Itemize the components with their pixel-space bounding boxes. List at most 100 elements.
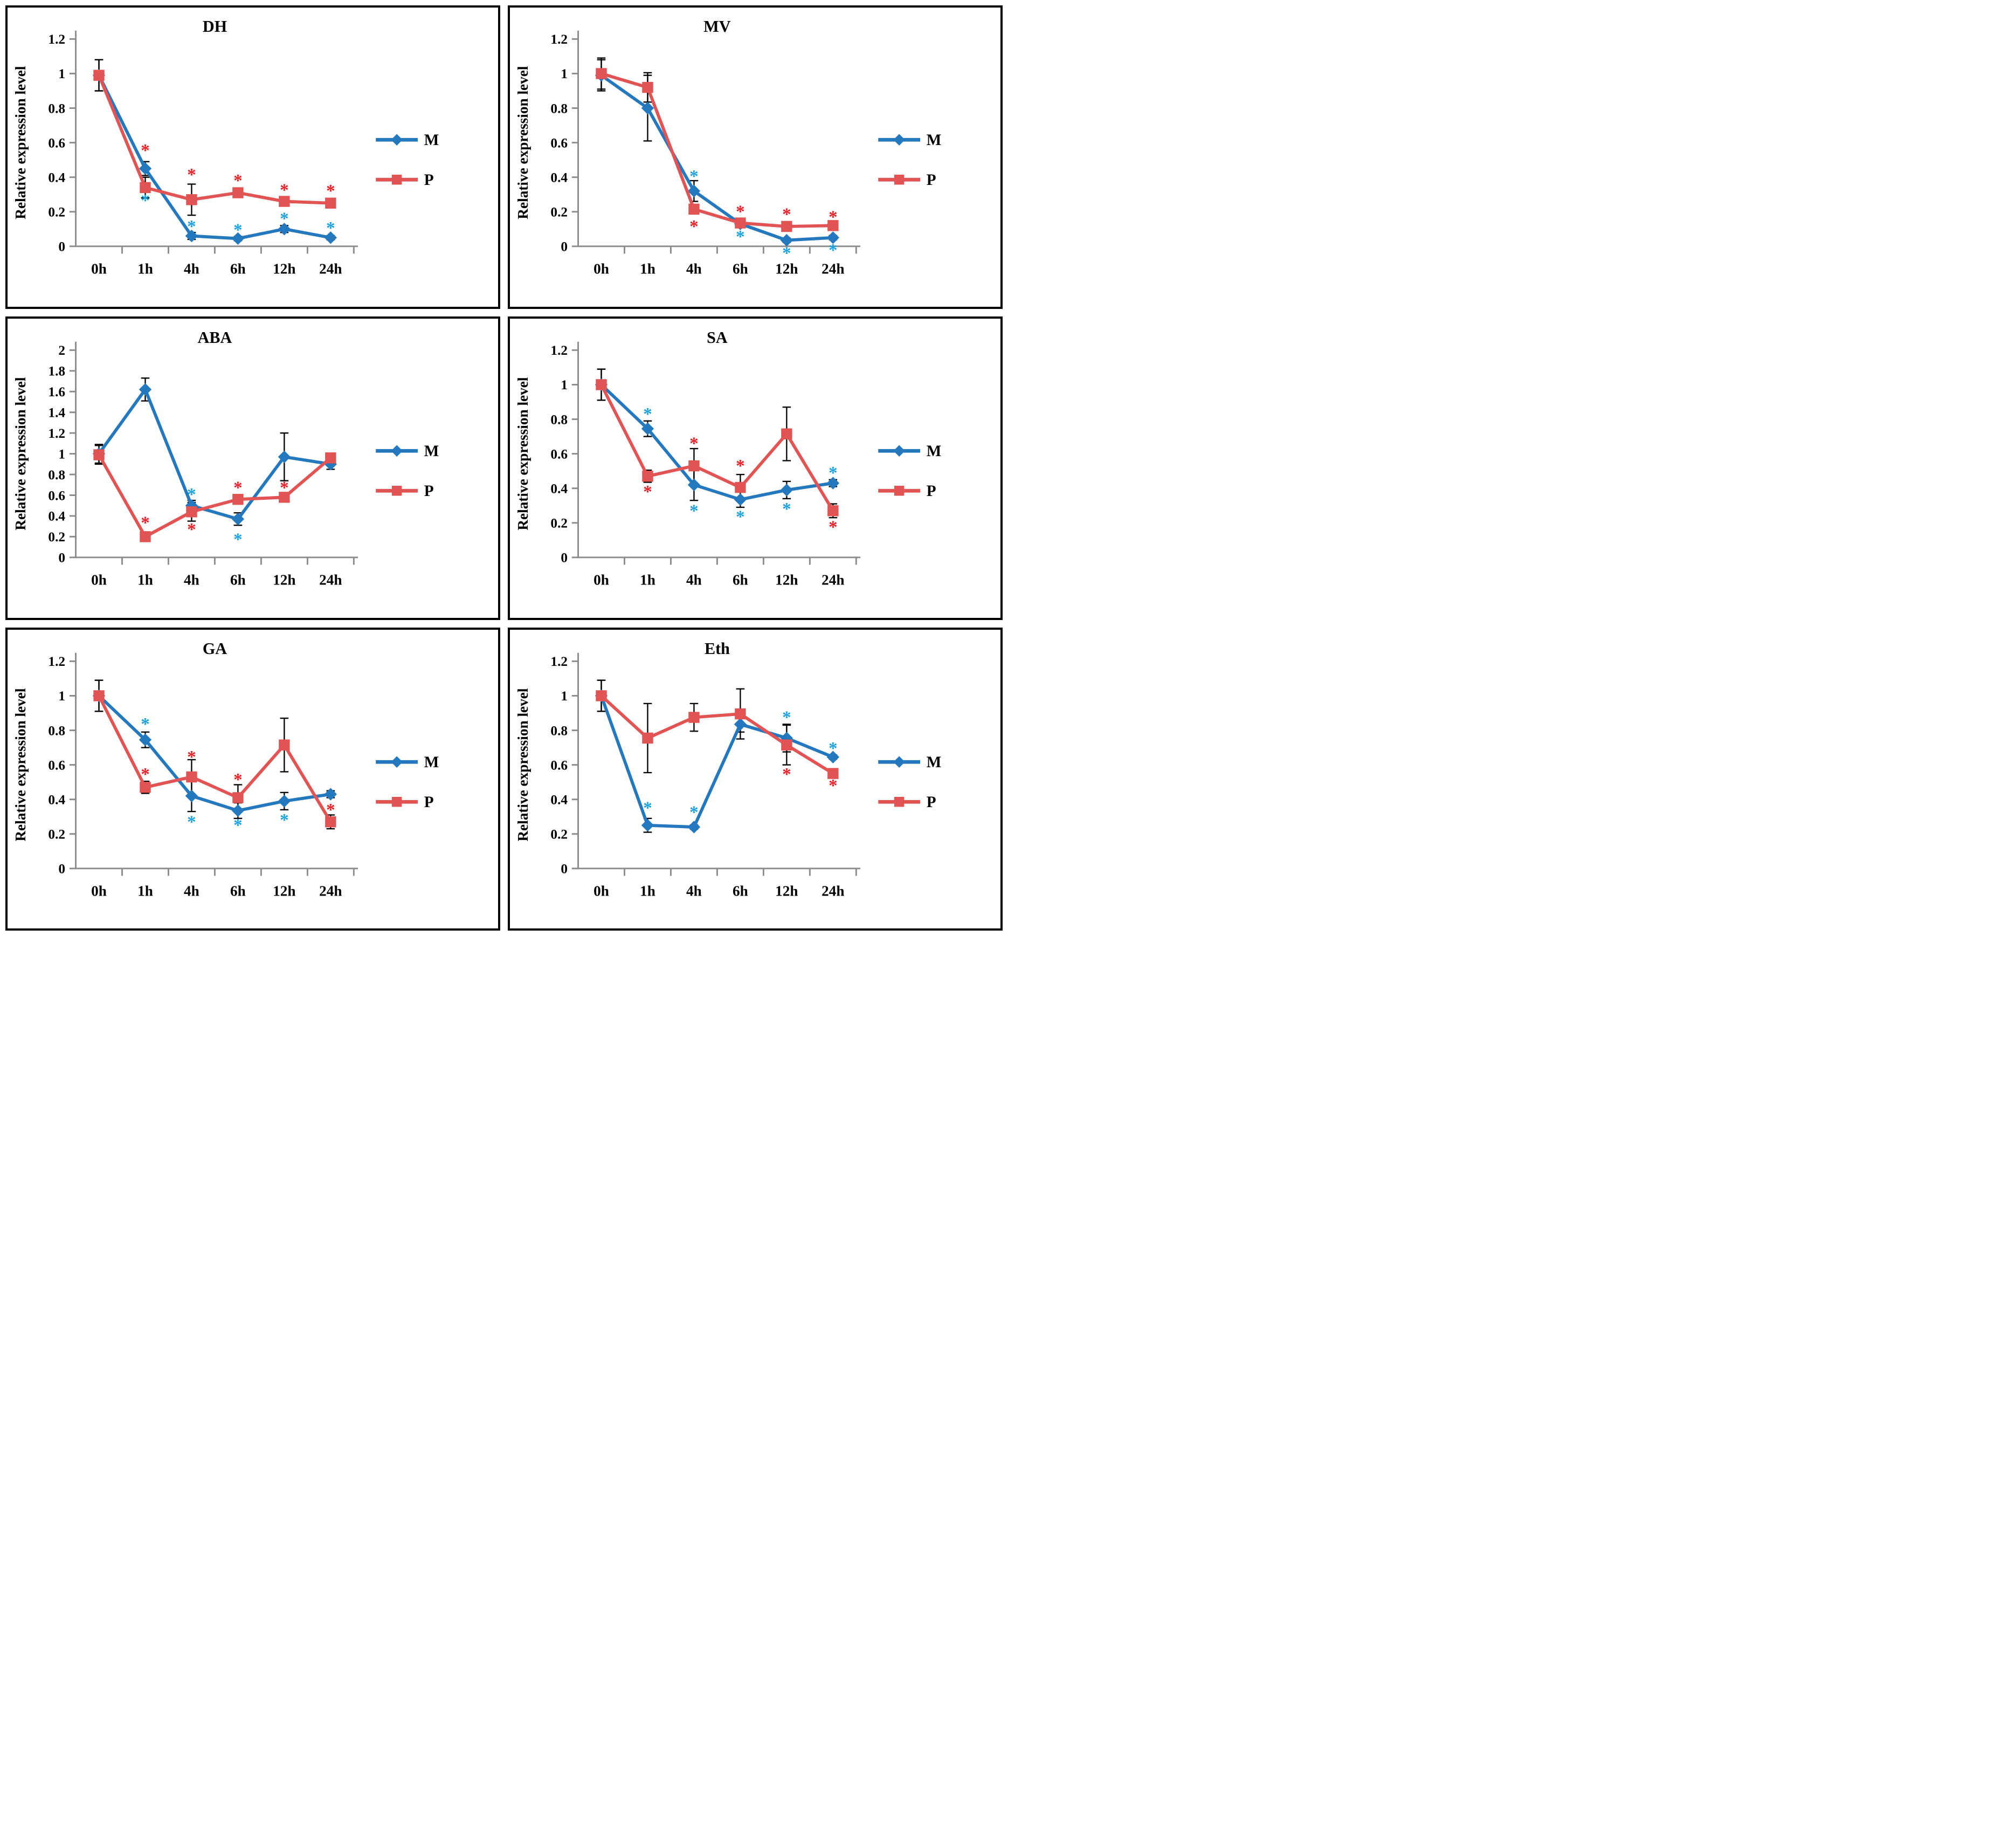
marker-p-square	[642, 81, 653, 93]
marker-p-square	[232, 493, 244, 505]
marker-p-square	[93, 70, 105, 81]
marker-m-diamond	[231, 232, 245, 245]
legend-marker-m	[391, 445, 403, 457]
x-tick-label: 1h	[640, 883, 655, 899]
legend-label-m: M	[927, 443, 942, 460]
x-tick-label: 0h	[91, 260, 107, 277]
x-tick-label: 1h	[640, 260, 655, 277]
significance-star-p: *	[233, 171, 243, 191]
x-tick-label: 12h	[775, 260, 798, 277]
y-tick-label: 2	[58, 343, 65, 358]
panel-dh: 0 0.2 0.4 0.6 0.8 1 1.2 0h 1h 4h 6h 12h 24h DH Relativ…	[5, 5, 500, 309]
marker-m-diamond	[324, 231, 337, 244]
panel-title: ABA	[198, 328, 232, 347]
y-tick-label: 0.4	[48, 792, 65, 807]
y-tick-label: 1.2	[48, 426, 65, 441]
significance-star-m: *	[187, 217, 196, 236]
y-tick-label: 0.6	[550, 446, 568, 462]
y-tick-label: 0.4	[550, 481, 568, 496]
significance-star-p: *	[326, 800, 335, 820]
x-tick-label: 6h	[733, 883, 748, 899]
series-line-p	[97, 453, 333, 539]
y-tick-label: 0.8	[48, 101, 65, 116]
significance-star-m: *	[326, 219, 335, 238]
series-line-m	[97, 73, 333, 240]
significance-star-m: *	[643, 404, 652, 424]
marker-m-diamond	[826, 751, 840, 763]
marker-p-square	[735, 481, 746, 493]
y-tick-label: 0	[58, 239, 65, 254]
x-tick-label: 4h	[184, 260, 199, 277]
marker-p-square	[688, 460, 700, 472]
significance-star-p: *	[643, 482, 652, 501]
y-axis-title: Relative expression level	[12, 688, 29, 841]
legend-label-m: M	[927, 753, 942, 770]
y-tick-label: 0.8	[550, 723, 568, 738]
y-tick-label: 0.6	[550, 758, 568, 773]
x-tick-label: 12h	[273, 260, 295, 277]
marker-p-square	[735, 217, 746, 229]
y-tick-label: 0.6	[48, 135, 65, 150]
y-tick-label: 0	[561, 550, 568, 565]
y-tick-label: 1.6	[48, 384, 65, 400]
chart-sa: 0 0.2 0.4 0.6 0.8 1 1.2 0h 1h 4h 6h 12h 24h SA Relativ…	[515, 328, 942, 588]
x-tick-label: 24h	[319, 572, 342, 588]
x-tick-label: 1h	[640, 572, 655, 588]
y-axis-title: Relative expression level	[515, 377, 531, 530]
significance-star-p: *	[689, 217, 699, 236]
y-tick-label: 1.2	[48, 32, 65, 47]
legend-label-p: P	[927, 793, 936, 810]
x-tick-label: 4h	[686, 883, 702, 899]
panel-mv: 0 0.2 0.4 0.6 0.8 1 1.2 0h 1h 4h 6h 12h 24h MV Relativ…	[508, 5, 1003, 309]
legend-marker-m	[391, 756, 403, 768]
chart-ga: 0 0.2 0.4 0.6 0.8 1 1.2 0h 1h 4h 6h 12h 24h GA Relativ…	[12, 639, 439, 899]
marker-p-square	[735, 708, 746, 719]
x-tick-label: 12h	[273, 883, 295, 899]
marker-p-square	[93, 449, 105, 460]
significance-star-m: *	[643, 798, 652, 818]
x-tick-label: 4h	[184, 883, 199, 899]
legend-marker-m	[893, 756, 905, 768]
marker-p-square	[827, 505, 839, 517]
y-tick-label: 1	[561, 689, 568, 704]
y-tick-label: 1.2	[550, 343, 568, 358]
y-tick-label: 0.8	[550, 412, 568, 427]
x-tick-label: 4h	[184, 572, 199, 588]
legend-label-m: M	[424, 132, 439, 149]
y-tick-label: 0.2	[550, 205, 568, 220]
marker-p-square	[325, 452, 336, 464]
significance-star-m: *	[736, 228, 745, 247]
series-line-p	[599, 383, 835, 512]
y-tick-label: 0.6	[48, 488, 65, 503]
marker-p-square	[781, 428, 792, 439]
x-tick-label: 0h	[593, 572, 609, 588]
marker-m-diamond	[139, 733, 152, 746]
y-tick-label: 0	[58, 550, 65, 565]
significance-star-p: *	[141, 141, 150, 160]
x-tick-label: 12h	[775, 883, 798, 899]
y-tick-label: 0.2	[48, 205, 65, 220]
chart-eth: 0 0.2 0.4 0.6 0.8 1 1.2 0h 1h 4h 6h 12h 24h Eth Relati…	[515, 639, 942, 899]
marker-p-square	[279, 491, 290, 503]
legend-label-p: P	[927, 483, 936, 500]
significance-star-m: *	[829, 739, 838, 758]
marker-p-square	[827, 220, 839, 231]
series-line-p	[599, 694, 835, 775]
legend-marker-p	[391, 174, 402, 185]
significance-star-m: *	[233, 221, 243, 240]
x-tick-label: 1h	[137, 260, 153, 277]
x-tick-label: 12h	[775, 572, 798, 588]
chart-mv: 0 0.2 0.4 0.6 0.8 1 1.2 0h 1h 4h 6h 12h 24h MV Relativ…	[515, 17, 941, 277]
significance-star-p: *	[187, 747, 196, 767]
legend-label-p: P	[927, 171, 936, 189]
series-line-m	[599, 694, 835, 829]
y-tick-label: 0.8	[48, 723, 65, 738]
y-tick-label: 1.4	[48, 405, 65, 420]
marker-p-square	[781, 739, 792, 751]
y-tick-label: 1	[58, 66, 65, 81]
y-tick-label: 0.4	[48, 508, 65, 524]
panel-title: Eth	[705, 639, 730, 657]
legend-marker-m	[391, 134, 403, 146]
legend-marker-p	[391, 796, 402, 807]
significance-star-m: *	[689, 803, 699, 822]
